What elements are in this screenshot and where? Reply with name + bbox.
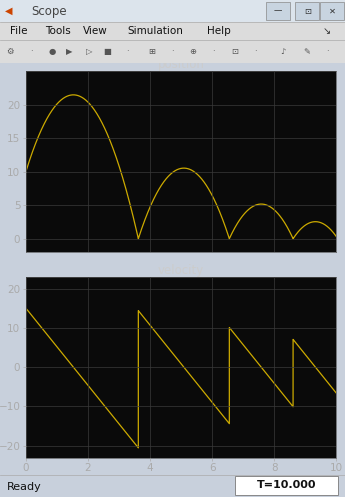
Text: ·: · [30, 47, 32, 56]
Text: ⊡: ⊡ [231, 47, 238, 56]
Text: T=10.000: T=10.000 [257, 481, 316, 491]
Bar [0, 22, 345, 40]
Text: ·: · [254, 47, 257, 56]
Text: Scope: Scope [31, 4, 67, 17]
Text: File: File [10, 26, 28, 36]
Text: ⊕: ⊕ [190, 47, 197, 56]
Text: Ready: Ready [7, 482, 42, 492]
Text: ◀: ◀ [5, 6, 12, 16]
Text: ●: ● [48, 47, 56, 56]
Text: Tools: Tools [45, 26, 71, 36]
Text: ·: · [126, 47, 129, 56]
Text: ✎: ✎ [304, 47, 310, 56]
Title: velocity: velocity [158, 264, 204, 277]
Bar [0, 0, 345, 22]
Bar [266, 2, 290, 20]
Bar [235, 476, 338, 495]
Text: Help: Help [207, 26, 231, 36]
Text: ⊞: ⊞ [148, 47, 155, 56]
Text: ⊡: ⊡ [304, 6, 311, 15]
Text: View: View [83, 26, 108, 36]
Bar [0, 40, 345, 63]
Title: position: position [158, 58, 205, 71]
Text: ▶: ▶ [66, 47, 72, 56]
Text: ■: ■ [103, 47, 111, 56]
Bar [320, 2, 344, 20]
Text: ·: · [326, 47, 329, 56]
Text: ·: · [171, 47, 174, 56]
Text: ♪: ♪ [280, 47, 286, 56]
Text: ⚙: ⚙ [7, 47, 14, 56]
Text: ✕: ✕ [329, 6, 336, 15]
Bar [295, 2, 319, 20]
Text: ↘: ↘ [323, 26, 331, 36]
Text: —: — [274, 6, 282, 15]
Text: ·: · [213, 47, 215, 56]
Text: ▷: ▷ [87, 47, 93, 56]
Text: Simulation: Simulation [128, 26, 184, 36]
